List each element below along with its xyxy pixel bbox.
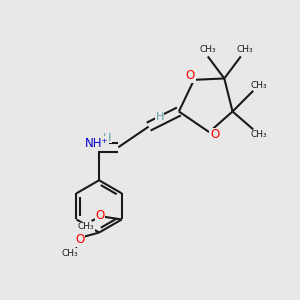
- Text: O: O: [210, 128, 219, 141]
- Text: CH₃: CH₃: [200, 45, 216, 54]
- Text: O: O: [186, 69, 195, 82]
- Text: CH₃: CH₃: [78, 222, 94, 231]
- Text: CH₃: CH₃: [250, 130, 267, 140]
- Text: H: H: [103, 133, 112, 142]
- Text: H: H: [155, 112, 164, 122]
- Text: O: O: [95, 209, 104, 222]
- Text: CH₃: CH₃: [62, 249, 79, 258]
- Text: O: O: [75, 233, 85, 246]
- Text: CH₃: CH₃: [237, 45, 253, 54]
- Text: CH₃: CH₃: [250, 81, 267, 90]
- Text: NH⁺: NH⁺: [85, 136, 108, 150]
